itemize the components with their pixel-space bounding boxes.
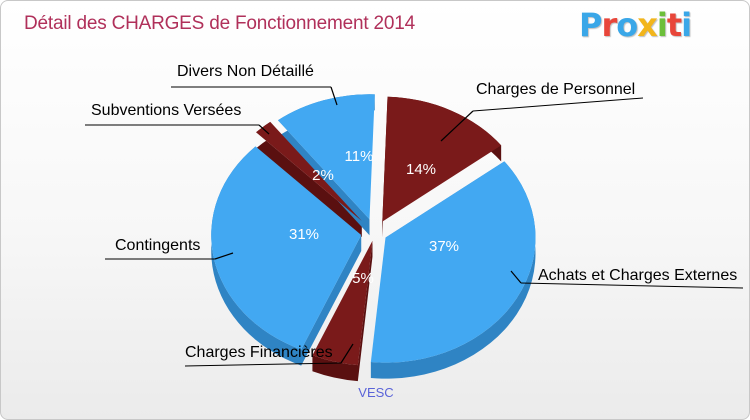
- slice-category-label: Achats et Charges Externes: [538, 267, 737, 284]
- label-underline: [184, 362, 342, 367]
- label-underline: [520, 282, 744, 289]
- slice-category-label: Charges Financières: [185, 344, 333, 361]
- leader-line: [214, 252, 234, 260]
- pie-slice: [277, 94, 375, 220]
- leader-line: [510, 270, 522, 284]
- logo-letter: o: [616, 6, 638, 44]
- logo-letter: x: [637, 6, 658, 44]
- slice-percent-label: 2%: [312, 167, 334, 184]
- slice-percent-label: 37%: [429, 238, 459, 255]
- pie-slice-side: [211, 146, 362, 366]
- pie-slice-side: [312, 240, 373, 382]
- logo-letter: i: [681, 6, 692, 44]
- pie-slice-side: [370, 161, 536, 379]
- logo-letter: t: [666, 6, 682, 44]
- pie-slice: [256, 121, 362, 221]
- pie-slice-side: [256, 121, 362, 237]
- slice-category-label: Contingents: [115, 237, 200, 254]
- logo-letter: r: [601, 6, 617, 44]
- leader-line: [340, 343, 354, 364]
- slice-category-label: Divers Non Détaillé: [177, 63, 314, 80]
- pie-slice-side: [277, 94, 375, 236]
- chart-title: Détail des CHARGES de Fonctionnement 201…: [24, 13, 416, 34]
- logo-letter: i: [656, 6, 668, 44]
- slice-percent-label: 11%: [345, 148, 374, 165]
- label-underline: [472, 97, 644, 112]
- leader-line: [440, 110, 474, 142]
- commune-name: VESC: [358, 385, 394, 400]
- pie-slice: [370, 161, 536, 363]
- slice-percent-label: 31%: [289, 226, 319, 243]
- logo-letter: P: [579, 6, 602, 44]
- pie-slice: [382, 96, 502, 222]
- pie-slice: [211, 146, 362, 350]
- pie-slice: [312, 240, 373, 366]
- leader-line: [330, 86, 338, 106]
- proxiti-logo: Proxiti: [579, 6, 692, 44]
- slice-percent-label: 14%: [406, 161, 436, 178]
- slice-category-label: Subventions Versées: [91, 102, 241, 119]
- slice-category-label: Charges de Personnel: [476, 81, 635, 98]
- leader-line: [258, 124, 270, 135]
- slice-percent-label: 5%: [352, 270, 374, 287]
